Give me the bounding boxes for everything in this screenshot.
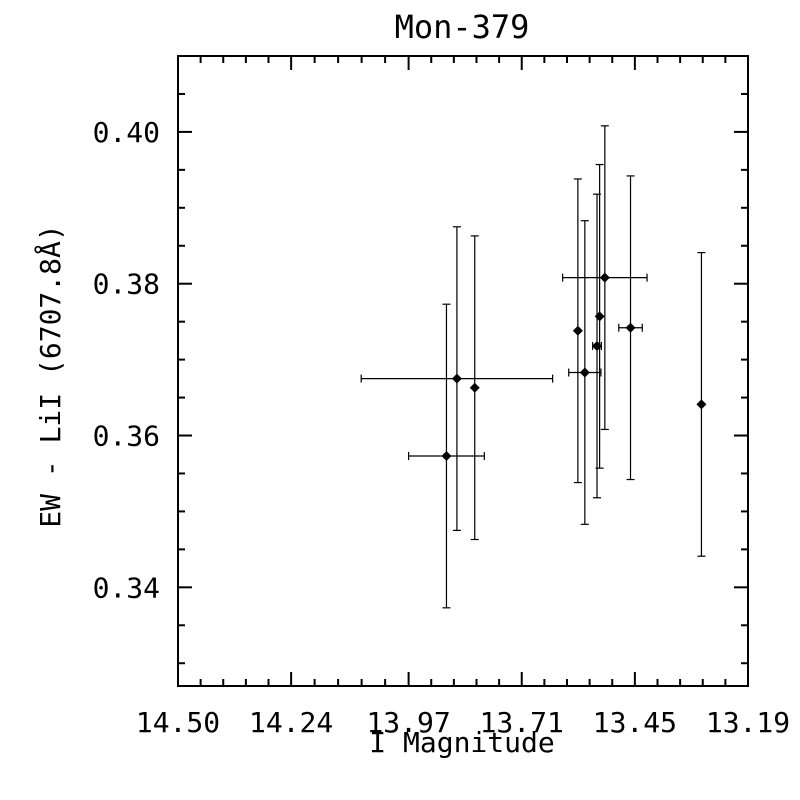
data-point <box>408 303 485 609</box>
data-point <box>696 251 707 557</box>
diamond-marker <box>625 322 636 333</box>
y-axis-label: EW - LiI (6707.8Å) <box>33 224 67 527</box>
x-tick-label: 14.24 <box>249 706 333 739</box>
data-points <box>360 125 707 609</box>
diamond-marker <box>579 367 590 378</box>
chart-title: Mon-379 <box>395 8 530 46</box>
x-tick-label: 13.19 <box>706 706 790 739</box>
diamond-marker <box>469 382 480 393</box>
data-point <box>592 193 603 499</box>
x-axis-label: I Magnitude <box>369 726 554 759</box>
diamond-marker <box>441 451 452 462</box>
axis-ticks <box>177 55 749 686</box>
x-tick-label: 13.71 <box>480 706 564 739</box>
x-tick-label: 13.97 <box>366 706 450 739</box>
y-tick-labels: 0.34 0.36 0.38 0.40 <box>93 116 160 604</box>
diamond-marker <box>696 399 707 410</box>
x-tick-label: 13.45 <box>593 706 677 739</box>
diamond-marker <box>451 373 462 384</box>
data-point <box>360 226 554 531</box>
x-tick-label: 14.50 <box>136 706 220 739</box>
y-tick-label: 0.40 <box>93 116 160 149</box>
data-point <box>469 235 480 541</box>
diamond-marker <box>572 325 583 336</box>
plot-frame <box>177 55 749 687</box>
data-point <box>568 220 602 525</box>
data-point <box>562 125 648 431</box>
data-point <box>618 175 643 481</box>
diamond-marker <box>594 311 605 322</box>
data-point <box>572 178 583 484</box>
y-tick-label: 0.34 <box>93 571 160 604</box>
y-tick-label: 0.36 <box>93 420 160 453</box>
data-point <box>594 163 605 469</box>
diamond-marker <box>599 272 610 283</box>
y-tick-label: 0.38 <box>93 268 160 301</box>
diamond-marker <box>592 340 603 351</box>
x-tick-labels: 14.50 14.24 13.97 13.71 13.45 13.19 <box>136 706 790 739</box>
